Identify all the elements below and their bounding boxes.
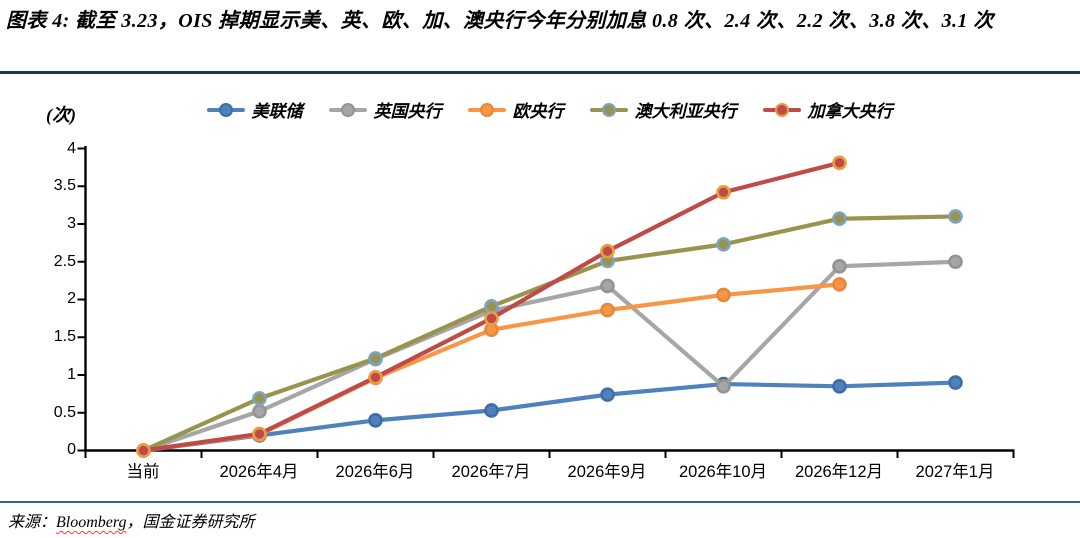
y-axis-tick-label: 0.5 (53, 404, 76, 421)
legend-label: 欧央行 (512, 102, 564, 121)
y-axis-tick-label: 3.5 (53, 177, 76, 194)
x-axis-tick-label: 2026年4月 (219, 463, 299, 481)
boe-line-marker-icon (328, 102, 367, 117)
y-axis-tick-label: 1 (67, 366, 76, 383)
rba-line-marker-icon (589, 102, 628, 117)
x-axis-tick-label: 当前 (126, 463, 160, 481)
title-divider-line (0, 71, 1080, 74)
y-axis-tick-label: 2.5 (53, 253, 76, 270)
x-axis-tick-label: 2026年6月 (335, 463, 415, 481)
legend-item-boc: 加拿大央行 (762, 97, 893, 122)
fed-line-marker-icon (206, 102, 245, 117)
source-note: 来源：Bloomberg，国金证券研究所 (8, 508, 255, 532)
legend-item-fed: 美联储 (206, 97, 303, 122)
legend-item-rba: 澳大利亚央行 (589, 97, 737, 122)
y-axis-tick-label: 3 (67, 215, 76, 232)
legend-label: 加拿大央行 (807, 102, 893, 121)
y-axis-unit-label: (次) (46, 105, 76, 125)
source-bloomberg: Bloomberg (56, 514, 127, 531)
y-axis-tick-label: 0 (67, 441, 76, 458)
x-axis-tick-label: 2026年9月 (567, 463, 647, 481)
y-axis-tick-label: 2 (67, 290, 76, 307)
source-suffix: ，国金证券研究所 (126, 514, 255, 531)
x-axis-tick-label: 2026年12月 (794, 463, 884, 481)
y-axis-tick-label: 1.5 (53, 328, 76, 345)
legend-label: 美联储 (251, 102, 303, 121)
x-axis-tick-label: 2027年1月 (915, 463, 995, 481)
legend-item-boe: 英国央行 (328, 97, 442, 122)
legend-item-ecb: 欧央行 (467, 97, 564, 122)
figure-title: 图表 4: 截至 3.23，OIS 掉期显示美、英、欧、加、澳央行今年分别加息 … (6, 10, 994, 32)
chart-legend: 美联储 英国央行 欧央行 澳大利亚央行 加拿大央行 (85, 97, 1014, 122)
source-divider-line (0, 501, 1080, 503)
legend-label: 澳大利亚央行 (634, 102, 737, 121)
ecb-line-marker-icon (467, 102, 506, 117)
boc-line-marker-icon (762, 102, 801, 117)
x-axis-tick-label: 2026年7月 (451, 463, 531, 481)
y-axis-tick-label: 4 (67, 140, 76, 157)
legend-label: 英国央行 (373, 102, 442, 121)
x-axis-tick-label: 2026年10月 (678, 463, 768, 481)
source-prefix: 来源： (8, 514, 57, 531)
